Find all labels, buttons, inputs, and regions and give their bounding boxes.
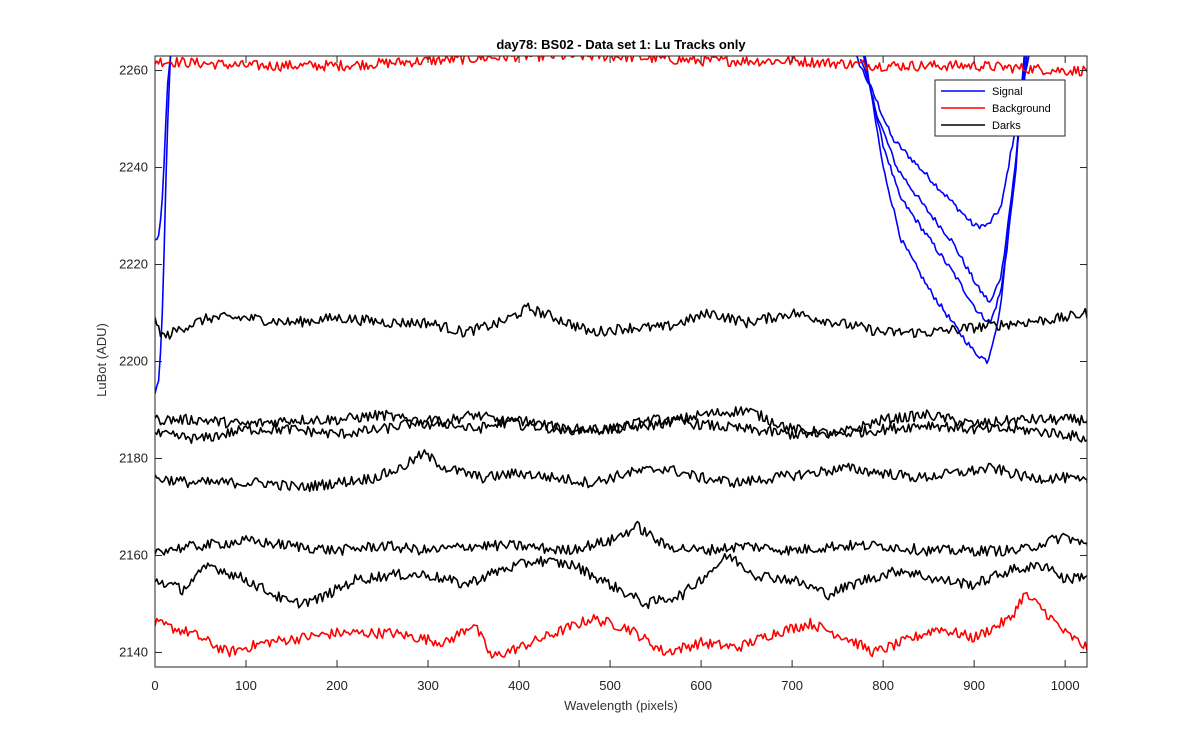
x-axis-label: Wavelength (pixels): [564, 698, 678, 713]
x-tick-label: 100: [235, 678, 257, 693]
series-line-signal-1: [155, 56, 172, 394]
plot-area: [155, 56, 1087, 667]
legend-label-background: Background: [992, 103, 1051, 115]
series-line-darks-9: [155, 406, 1087, 439]
y-tick-label: 2260: [119, 63, 148, 78]
x-tick-label: 400: [508, 678, 530, 693]
legend: Signal Background Darks: [934, 79, 1066, 137]
series-line-darks-10: [155, 414, 1087, 445]
x-tick-label: 500: [599, 678, 621, 693]
y-axis-label: LuBot (ADU): [94, 323, 109, 397]
series-line-signal-5: [864, 56, 1025, 365]
x-tick-label: 300: [417, 678, 439, 693]
series-line-background-7: [155, 591, 1087, 659]
x-tick-label: 1000: [1051, 678, 1080, 693]
series-line-signal-3: [859, 56, 1028, 303]
y-tick-label: 2220: [119, 257, 148, 272]
plot-background: [155, 56, 1087, 667]
y-tick-label: 2240: [119, 160, 148, 175]
x-tick-label: 900: [963, 678, 985, 693]
series-line-signal-2: [855, 56, 1030, 230]
chart-title: day78: BS02 - Data set 1: Lu Tracks only: [496, 37, 746, 52]
x-tick-label: 600: [690, 678, 712, 693]
legend-box: [934, 79, 1066, 137]
x-tick-label: 700: [781, 678, 803, 693]
series-line-darks-11: [155, 449, 1087, 493]
series-line-background-6: [155, 56, 1087, 77]
y-tick-label: 2180: [119, 450, 148, 465]
x-tick-label: 200: [326, 678, 348, 693]
series-line-signal-4: [862, 56, 1026, 324]
series-line-darks-13: [155, 552, 1087, 610]
axes-layer: 0 100 200 300 400 500 600 700 800 900 1000 2140 2160…: [119, 55, 1088, 693]
x-tick-label: 800: [872, 678, 894, 693]
series-line-darks-8: [155, 302, 1087, 340]
legend-label-signal: Signal: [992, 86, 1023, 98]
x-tick-label: 0: [151, 678, 158, 693]
y-tick-label: 2140: [119, 644, 148, 659]
y-tick-label: 2160: [119, 547, 148, 562]
series-line-signal-0: [155, 56, 172, 241]
series-line-darks-12: [155, 520, 1087, 557]
legend-label-darks: Darks: [992, 120, 1021, 132]
y-tick-label: 2200: [119, 354, 148, 369]
series-layer: [155, 56, 1087, 659]
